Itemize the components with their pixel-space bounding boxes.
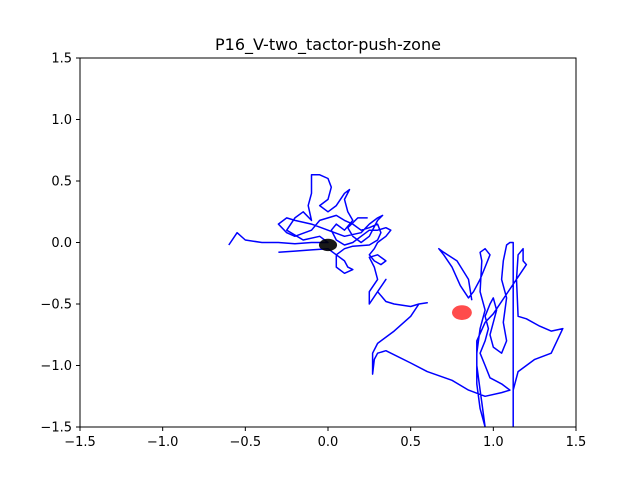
chart-title: P16_V-two_tactor-push-zone [215, 35, 441, 55]
y-tick-label: 1.0 [51, 113, 72, 128]
start-marker [318, 238, 338, 252]
y-tick-label: −1.0 [40, 359, 72, 374]
trajectory-line-1 [228, 174, 564, 427]
y-tick-label: 0.5 [51, 175, 72, 190]
x-tick-label: −0.5 [230, 435, 262, 450]
trajectory-line-2 [277, 214, 384, 275]
y-tick-label: −0.5 [40, 298, 72, 313]
y-tick-label: 0.0 [51, 236, 72, 251]
y-tick-label: 1.5 [51, 52, 72, 67]
x-tick-label: −1.0 [147, 435, 179, 450]
x-tick-label: 0.0 [318, 435, 339, 450]
x-tick-label: 0.5 [400, 435, 421, 450]
x-tick-label: −1.5 [64, 435, 96, 450]
x-tick-label: 1.5 [566, 435, 587, 450]
y-tick-label: −1.5 [40, 421, 72, 436]
target-marker [452, 305, 472, 320]
x-tick-label: 1.0 [483, 435, 504, 450]
